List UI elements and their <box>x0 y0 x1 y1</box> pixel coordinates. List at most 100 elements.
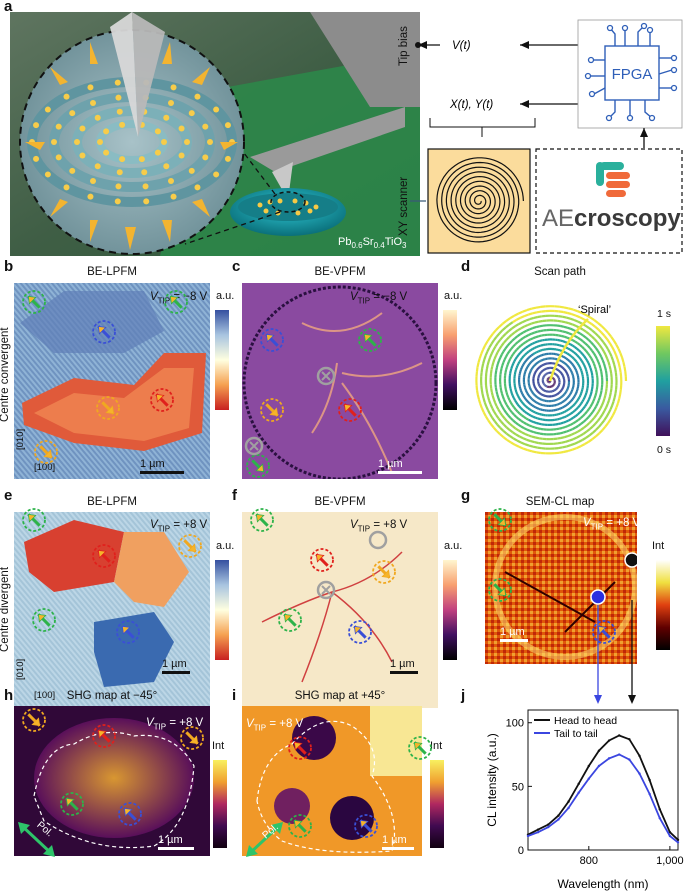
panel-e-colorbar-label: a.u. <box>216 540 235 552</box>
panel-c-scalebar: 1 µm <box>378 458 422 474</box>
outer-arrows <box>25 42 238 250</box>
panel-e-axis-x: [100] <box>34 690 56 701</box>
row-label-convergent: Centre convergent <box>0 327 11 422</box>
data-point <box>597 749 601 752</box>
series-line-tail-to-tail <box>527 753 679 844</box>
panel-f-colorbar <box>443 560 457 660</box>
panel-letter-h: h <box>4 687 14 704</box>
panel-b-title: BE-LPFM <box>87 266 137 278</box>
data-point <box>618 734 621 737</box>
afm-render: Pb0.6Sr0.4TiO3 <box>10 12 420 256</box>
chart-frame <box>527 709 679 851</box>
fpga-icon <box>590 25 673 119</box>
series-layer <box>526 734 680 844</box>
data-point <box>638 772 641 775</box>
legend-entry: Tail to tail <box>554 728 598 740</box>
panel-d-title: Scan path <box>534 266 586 278</box>
zoom-source-circle <box>270 191 306 213</box>
panel-i-title: SHG map at +45° <box>294 690 386 702</box>
data-point <box>658 808 661 811</box>
fpga-label: FPGA <box>612 66 653 83</box>
panel-b-axis-x: [100] <box>34 462 56 473</box>
y-tick-label: 0 <box>518 845 524 857</box>
tip-bias-label: Tip bias <box>398 26 410 66</box>
y-ticks: 0 50 100 <box>506 718 532 857</box>
panel-g-scalebar: 1 µm <box>500 626 528 642</box>
panel-g-vtip: VTIP = +8 V <box>583 517 641 532</box>
panel-g-connectors <box>594 600 636 704</box>
panel-h-title: SHG map at −45° <box>66 690 158 702</box>
data-point <box>547 825 550 829</box>
panel-h-vtip: VTIP = +8 V <box>146 717 204 732</box>
panel-c-image <box>242 283 438 479</box>
x-tick-label: 800 <box>580 855 598 867</box>
panel-letter-c: c <box>232 258 241 275</box>
spiral-label: ‘Spiral’ <box>578 304 611 316</box>
panel-d-colorbar-bottom: 0 s <box>657 444 672 456</box>
panel-b-image <box>14 283 210 479</box>
panel-letter-i: i <box>232 687 237 704</box>
data-point <box>638 754 641 758</box>
data-point <box>628 758 631 761</box>
y-axis-label: CL intensity (a.u.) <box>485 733 499 827</box>
panel-d-image: ‘Spiral’ <box>475 304 628 455</box>
panel-h-pol-arrow <box>18 822 55 857</box>
data-point <box>607 757 611 760</box>
panel-d-colorbar-top: 1 s <box>657 308 672 320</box>
x-ticks: 800 1,000 <box>580 846 684 867</box>
panel-c-vtip: VTIP = −8 V <box>350 291 408 306</box>
panel-f-vtip: VTIP = +8 V <box>350 519 408 534</box>
data-point <box>567 806 570 810</box>
panel-h-colorbar-label: Int <box>212 740 225 752</box>
panel-f-scalebar: 1 µm <box>390 658 418 674</box>
data-point <box>547 823 550 826</box>
x-tick-label: 1,000 <box>656 855 684 867</box>
panel-b-colorbar <box>215 310 229 410</box>
xy-scanner-box <box>427 148 531 254</box>
panel-h-scalebar: 1 µm <box>158 834 194 850</box>
panel-b-scalebar: 1 µm <box>140 458 184 474</box>
data-point <box>526 834 530 838</box>
series-line-head-to-head <box>527 734 679 841</box>
panel-a-illustration: Pb0.6Sr0.4TiO3 <box>10 12 420 256</box>
data-point <box>668 834 672 838</box>
panel-g-colorbar-label: Int <box>652 540 665 552</box>
panel-f-title: BE-VPFM <box>314 496 366 508</box>
data-point <box>648 792 651 796</box>
panel-i-vtip: VTIP = +8 V <box>246 718 304 733</box>
panel-b-vtip: VTIP = −8 V <box>150 291 208 306</box>
panel-c-colorbar <box>443 310 457 410</box>
aecroscopy-logo-icon <box>596 162 630 197</box>
xy-signal-label: X(t), Y(t) <box>449 99 493 111</box>
panel-e-axis-y: [010] <box>15 658 26 680</box>
control-schematic: V(t) X(t), Y(t) FPGA AEcroscopy <box>410 19 683 254</box>
data-point <box>557 818 560 821</box>
panel-d-colorbar <box>656 326 670 436</box>
cantilever-holder <box>310 12 420 107</box>
panel-e-title: BE-LPFM <box>87 496 137 508</box>
material-label: Pb0.6Sr0.4TiO3 <box>338 236 407 250</box>
data-point <box>587 764 591 768</box>
data-point <box>668 830 672 834</box>
panel-g-title: SEM-CL map <box>525 496 595 508</box>
panel-i-scalebar: 1 µm <box>382 834 414 850</box>
panel-h-colorbar <box>213 760 227 848</box>
panel-letter-b: b <box>4 258 14 275</box>
row-label-divergent: Centre divergent <box>0 566 11 652</box>
data-point <box>536 830 540 834</box>
panel-i-colorbar-label: Int <box>430 740 443 752</box>
data-point <box>676 841 680 844</box>
data-point <box>536 828 540 831</box>
panel-i-pol-arrow <box>246 822 283 857</box>
y-tick-label: 100 <box>506 718 524 730</box>
panel-e-image <box>14 512 210 708</box>
panel-letter-g: g <box>461 487 471 504</box>
panel-c-title: BE-VPFM <box>314 266 366 278</box>
afm-tip-large <box>132 12 165 137</box>
zoom-circle <box>19 29 245 255</box>
panel-letter-f: f <box>232 487 237 504</box>
panel-letter-d: d <box>461 258 471 275</box>
vt-label: V(t) <box>452 40 471 52</box>
panel-f-colorbar-label: a.u. <box>444 540 463 552</box>
